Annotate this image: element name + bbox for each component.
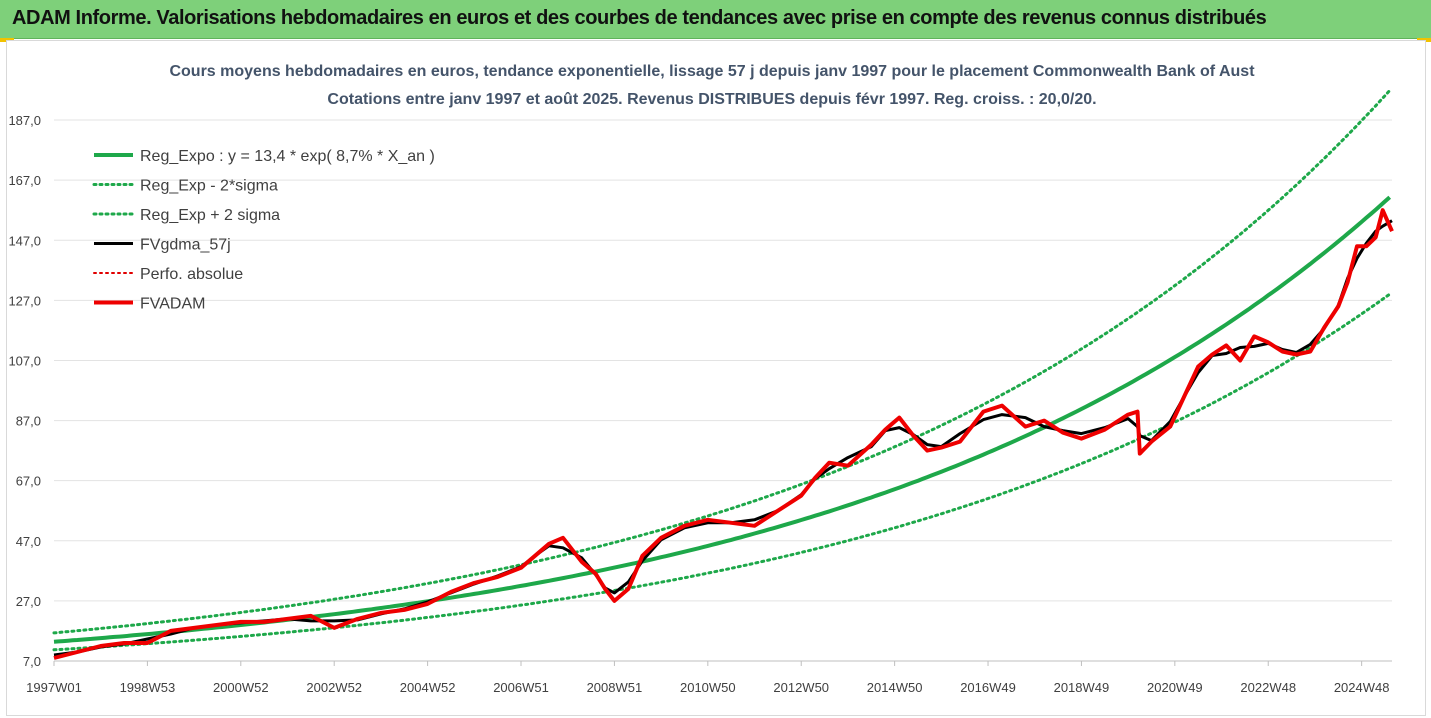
legend-reg-exp-minus-label: Reg_Exp - 2*sigma: [140, 178, 278, 195]
x-tick-label: 2014W50: [867, 680, 923, 695]
x-tick-label: 1997W01: [26, 680, 82, 695]
y-tick-label: 67,0: [16, 474, 41, 489]
chart-title: Cours moyens hebdomadaires en euros, ten…: [169, 63, 1255, 80]
chart-area: [6, 40, 1426, 716]
y-tick-label: 127,0: [8, 293, 41, 308]
x-tick-label: 2024W48: [1334, 680, 1390, 695]
x-tick-label: 2002W52: [306, 680, 362, 695]
reg-expo-line: [53, 195, 1392, 644]
y-axis-ticks: 187,0 167,0 147,0 127,0 107,0 87,0 67,0 47,0 27,…: [8, 113, 41, 669]
fvadam-line: [53, 208, 1394, 660]
legend-reg-exp-plus-label: Reg_Exp + 2 sigma: [140, 207, 280, 224]
legend: Reg_Expo : y = 13,4 * exp( 8,7% * X_an )…: [92, 148, 435, 313]
x-tick-label: 2022W48: [1240, 680, 1296, 695]
y-tick-label: 47,0: [16, 534, 41, 549]
y-tick-label: 7,0: [23, 654, 41, 669]
x-tick-label: 2016W49: [960, 680, 1016, 695]
x-tick-label: 2010W50: [680, 680, 736, 695]
report-title: ADAM Informe. Valorisations hebdomadaire…: [12, 7, 1267, 29]
y-tick-label: 107,0: [8, 353, 41, 368]
legend-reg-expo-label: Reg_Expo : y = 13,4 * exp( 8,7% * X_an ): [140, 148, 435, 165]
fvgdma-57j-line: [53, 219, 1393, 657]
grid-lines: [54, 119, 1392, 662]
legend-fvgdma-label: FVgdma_57j: [140, 237, 231, 254]
y-tick-label: 147,0: [8, 233, 41, 248]
legend-fvadam-label: FVADAM: [140, 296, 205, 313]
x-tick-label: 1998W53: [120, 680, 176, 695]
x-tick-label: 2006W51: [493, 680, 549, 695]
y-tick-label: 167,0: [8, 173, 41, 188]
y-tick-label: 87,0: [16, 414, 41, 429]
report-banner: ADAM Informe. Valorisations hebdomadaire…: [0, 0, 1431, 39]
y-tick-label: 27,0: [16, 594, 41, 609]
x-tick-label: 2012W50: [773, 680, 829, 695]
reg-exp-plus-2sigma-line: [52, 89, 1392, 635]
x-tick-label: 2008W51: [587, 680, 643, 695]
x-tick-label: 2000W52: [213, 680, 269, 695]
y-tick-label: 187,0: [8, 113, 41, 128]
x-axis-ticks: 1997W01 1998W53 2000W52 2002W52 2004W52 2006W…: [26, 660, 1392, 695]
x-tick-label: 2020W49: [1147, 680, 1203, 695]
series-lines: [52, 89, 1394, 660]
chart-subtitle: Cotations entre janv 1997 et août 2025. …: [327, 91, 1096, 108]
x-tick-label: 2004W52: [400, 680, 456, 695]
x-tick-label: 2018W49: [1054, 680, 1110, 695]
legend-perfo-absolue-label: Perfo. absolue: [140, 266, 243, 283]
